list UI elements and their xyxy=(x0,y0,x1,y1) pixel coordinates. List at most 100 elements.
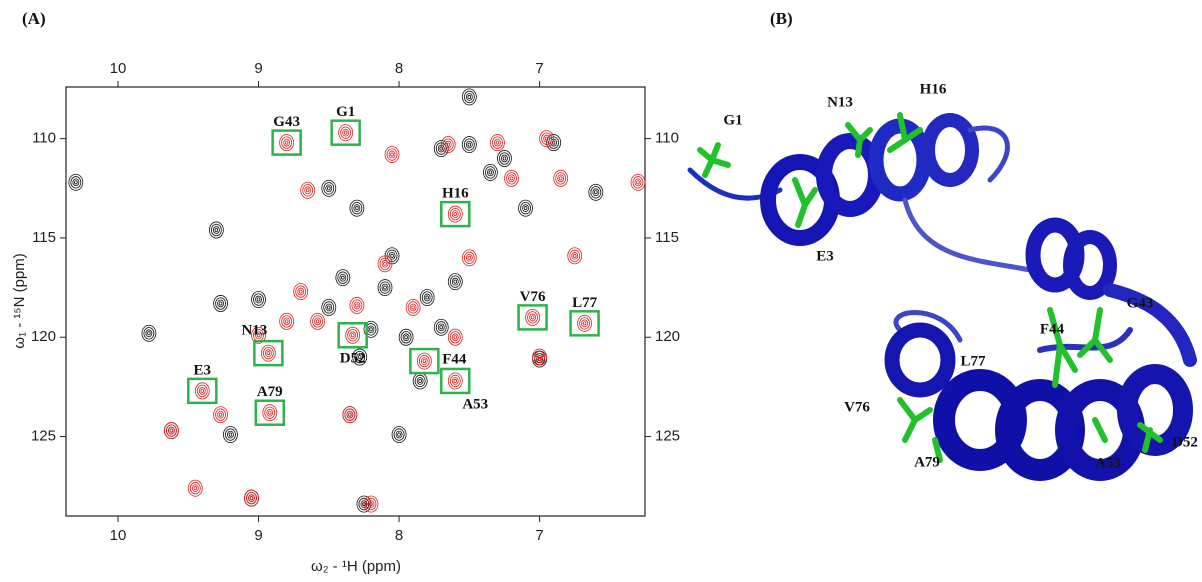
peak-contour xyxy=(284,140,289,145)
peak-contour xyxy=(196,384,208,398)
peak-contour xyxy=(483,163,498,181)
peak-contour xyxy=(567,247,583,265)
y-tick-label: 115 xyxy=(32,229,56,246)
peak-contour xyxy=(379,257,391,270)
assignment-box xyxy=(517,304,548,331)
peak-contour xyxy=(529,313,536,322)
peak-contour xyxy=(391,426,407,444)
peak xyxy=(447,273,463,291)
peak-contour xyxy=(353,204,361,213)
peak-contour xyxy=(218,412,223,417)
peak-contour xyxy=(416,352,432,370)
peak xyxy=(310,312,325,330)
peak-contour xyxy=(416,377,424,385)
peak-contour xyxy=(485,166,496,179)
peak-contour xyxy=(395,430,403,439)
peak-contour xyxy=(451,333,459,342)
peak xyxy=(412,372,428,390)
peak-contour xyxy=(217,410,224,419)
peak-contour xyxy=(405,299,421,316)
peak-contour xyxy=(536,353,543,361)
peak-contour xyxy=(249,496,254,501)
peak-contour xyxy=(343,130,348,135)
peak-contour xyxy=(440,136,456,154)
peak-contour xyxy=(260,344,276,362)
peak xyxy=(419,289,435,306)
peak-contour xyxy=(411,305,415,310)
residue-label: E3 xyxy=(816,248,834,264)
peak-contour xyxy=(312,315,323,328)
peak-contour xyxy=(433,140,449,158)
peak xyxy=(349,199,365,217)
peak-contour xyxy=(168,426,175,435)
peak-contour xyxy=(335,269,351,287)
peak-contour xyxy=(546,134,562,152)
peak-contour xyxy=(360,500,368,508)
peak-contour xyxy=(340,126,352,139)
peak-contour xyxy=(572,253,577,258)
peak-contour xyxy=(345,326,361,344)
residue-label: D52 xyxy=(1172,434,1198,450)
peak-contour xyxy=(321,299,337,316)
peak xyxy=(440,136,456,154)
peak-contour xyxy=(297,287,305,296)
peak xyxy=(251,291,266,308)
peak-contour xyxy=(453,212,458,217)
peak-contour xyxy=(189,482,201,495)
residue-label: F44 xyxy=(1040,321,1065,337)
peak-contour xyxy=(208,221,224,239)
peak xyxy=(497,150,512,167)
peak-contour xyxy=(325,303,333,312)
peak-contour xyxy=(467,142,472,147)
assignment-box xyxy=(330,119,361,146)
peak-contour xyxy=(348,412,352,417)
peak-contour xyxy=(341,275,345,280)
peak-contour xyxy=(532,348,547,366)
peak-contour xyxy=(398,328,414,346)
peak-contour xyxy=(463,138,475,151)
peak xyxy=(630,173,646,191)
peak xyxy=(164,422,179,440)
peak-contour xyxy=(494,138,501,147)
peak-contour xyxy=(384,146,400,163)
peak-contour xyxy=(147,331,151,336)
x-tick-label: 10 xyxy=(110,60,127,77)
peak xyxy=(504,169,519,187)
x-tick-label: 8 xyxy=(395,527,403,544)
peak-contour xyxy=(325,184,333,193)
peak-contour xyxy=(463,90,475,104)
peak-contour xyxy=(212,226,220,234)
peak-contour xyxy=(581,319,588,328)
peak-contour xyxy=(449,275,461,288)
peak-contour xyxy=(266,351,271,356)
peak-contour xyxy=(421,291,433,304)
peak-label: G43 xyxy=(273,114,300,130)
y-tick-label: 110 xyxy=(32,130,56,147)
peak-contour xyxy=(541,132,553,145)
peak xyxy=(352,348,368,366)
peak-contour xyxy=(323,301,335,314)
peak-contour xyxy=(246,491,257,505)
peak-contour xyxy=(449,374,461,388)
peak-label: A53 xyxy=(462,396,488,412)
peak xyxy=(461,136,477,154)
peak-contour xyxy=(284,319,289,324)
peak-contour xyxy=(164,422,179,440)
peak-contour xyxy=(442,138,454,151)
side-chains xyxy=(697,112,1163,463)
peak-contour xyxy=(256,297,261,302)
peak-contour xyxy=(218,301,223,306)
peak-contour xyxy=(444,140,452,149)
peak-contour xyxy=(388,150,396,159)
plot-frame xyxy=(65,86,646,517)
peak-contour xyxy=(492,136,503,149)
peak-contour xyxy=(402,333,410,342)
peak-contour xyxy=(553,169,569,187)
peak-contour xyxy=(315,319,320,324)
peak xyxy=(447,205,463,223)
peak-contour xyxy=(266,408,274,417)
peak-label: G1 xyxy=(336,104,355,120)
peak-label: E3 xyxy=(194,362,212,378)
peak-contour xyxy=(632,176,644,189)
residue-label: G1 xyxy=(723,112,742,128)
